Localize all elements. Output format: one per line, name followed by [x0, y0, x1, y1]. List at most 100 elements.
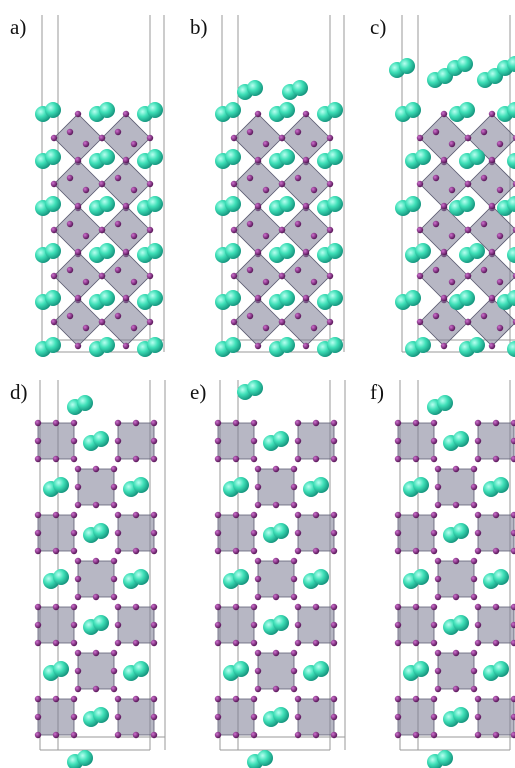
iodine-atom [35, 512, 41, 518]
iodine-atom [453, 594, 459, 600]
iodine-atom [395, 640, 401, 646]
iodine-atom [233, 420, 239, 426]
iodine-atom [313, 604, 319, 610]
cesium-atom [493, 661, 509, 677]
iodine-atom [133, 604, 139, 610]
iodine-atom [35, 420, 41, 426]
iodine-atom [251, 622, 257, 628]
cesium-atom [413, 661, 429, 677]
iodine-atom [441, 203, 447, 209]
iodine-atom [273, 686, 279, 692]
iodine-atom [255, 203, 261, 209]
iodine-atom [151, 530, 157, 536]
iodine-atom [51, 135, 57, 141]
iodine-atom [151, 548, 157, 554]
iodine-atom [303, 111, 309, 117]
iodine-atom [331, 640, 337, 646]
iodine-atom [291, 576, 297, 582]
iodine-atom [327, 181, 333, 187]
iodine-atom [263, 141, 269, 147]
iodine-atom [247, 175, 253, 181]
iodine-atom [53, 420, 59, 426]
iodine-atom [313, 732, 319, 738]
iodine-atom [151, 420, 157, 426]
cesium-atom [99, 337, 115, 353]
iodine-atom [99, 135, 105, 141]
iodine-atom [123, 343, 129, 349]
iodine-atom [303, 295, 309, 301]
iodine-atom [247, 267, 253, 273]
octahedron [258, 653, 294, 689]
iodine-atom [431, 512, 437, 518]
iodine-atom [147, 227, 153, 233]
iodine-atom [255, 502, 261, 508]
cesium-atom [273, 523, 289, 539]
iodine-atom [295, 604, 301, 610]
iodine-atom [71, 622, 77, 628]
iodine-atom [331, 456, 337, 462]
cesium-atom [292, 80, 308, 96]
iodine-atom [111, 594, 117, 600]
iodine-atom [273, 502, 279, 508]
iodine-atom [449, 279, 455, 285]
iodine-atom [215, 456, 221, 462]
iodine-atom [331, 604, 337, 610]
iodine-atom [431, 438, 437, 444]
iodine-atom [433, 129, 439, 135]
iodine-atom [35, 696, 41, 702]
iodine-atom [115, 714, 121, 720]
cesium-atom [469, 337, 485, 353]
octahedron [478, 423, 514, 459]
iodine-atom [481, 129, 487, 135]
iodine-atom [471, 484, 477, 490]
iodine-atom [413, 456, 419, 462]
iodine-atom [417, 319, 423, 325]
iodine-atom [291, 594, 297, 600]
iodine-atom [215, 530, 221, 536]
octahedron [298, 607, 334, 643]
iodine-atom [75, 576, 81, 582]
iodine-atom [255, 558, 261, 564]
octahedron [218, 699, 254, 735]
iodine-atom [75, 295, 81, 301]
iodine-atom [489, 295, 495, 301]
iodine-atom [123, 111, 129, 117]
iodine-atom [471, 576, 477, 582]
iodine-atom [215, 696, 221, 702]
iodine-atom [279, 227, 285, 233]
octahedron [78, 653, 114, 689]
iodine-atom [233, 732, 239, 738]
iodine-atom [475, 696, 481, 702]
iodine-atom [231, 181, 237, 187]
cesium-atom [493, 477, 509, 493]
iodine-atom [303, 157, 309, 163]
iodine-atom [331, 548, 337, 554]
iodine-atom [111, 650, 117, 656]
iodine-atom [489, 111, 495, 117]
iodine-atom [75, 502, 81, 508]
iodine-atom [295, 714, 301, 720]
octahedron [478, 515, 514, 551]
iodine-atom [291, 668, 297, 674]
iodine-atom [435, 484, 441, 490]
cesium-atom [147, 337, 163, 353]
cesium-atom [279, 102, 295, 118]
octahedron [38, 423, 74, 459]
iodine-atom [471, 502, 477, 508]
iodine-atom [147, 135, 153, 141]
iodine-atom [251, 530, 257, 536]
cesium-atom [313, 661, 329, 677]
cesium-atom [313, 477, 329, 493]
iodine-atom [327, 227, 333, 233]
figure: a)b)c)d)e)f) [0, 0, 515, 768]
iodine-atom [327, 273, 333, 279]
iodine-atom [215, 420, 221, 426]
iodine-atom [449, 141, 455, 147]
cesium-atom [53, 569, 69, 585]
iodine-atom [295, 548, 301, 554]
iodine-atom [465, 227, 471, 233]
cesium-atom [273, 707, 289, 723]
iodine-atom [71, 420, 77, 426]
iodine-atom [99, 181, 105, 187]
iodine-atom [123, 157, 129, 163]
